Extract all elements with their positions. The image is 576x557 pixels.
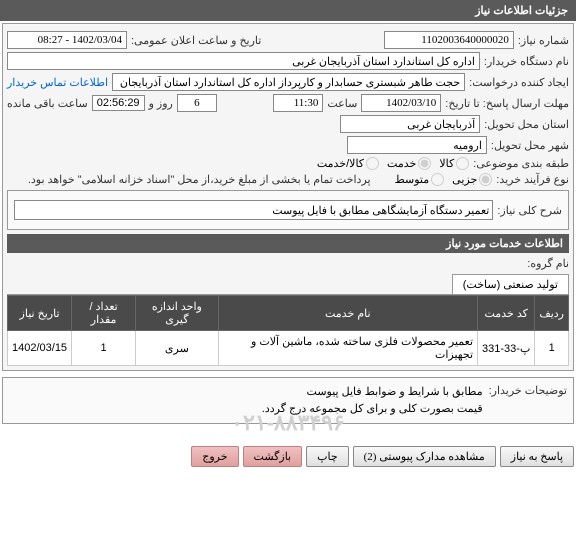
- deadline-hour-field: [273, 94, 323, 112]
- requester-label: ایجاد کننده درخواست:: [469, 76, 569, 89]
- col-name: نام خدمت: [218, 296, 477, 331]
- buyer-notes-box: توضیحات خریدار: مطابق با شرایط و ضوابط ف…: [2, 377, 574, 424]
- purchase-type-label: نوع فرآیند خرید:: [496, 173, 569, 186]
- need-desc-label: شرح کلی نیاز:: [497, 204, 562, 217]
- need-no-label: شماره نیاز:: [518, 34, 569, 47]
- remaining-label: ساعت باقی مانده: [7, 97, 88, 110]
- need-no-field: [384, 31, 514, 49]
- col-idx: ردیف: [535, 296, 569, 331]
- cell-qty: 1: [72, 331, 136, 366]
- countdown: 02:56:29: [92, 95, 145, 111]
- back-button[interactable]: بازگشت: [243, 446, 303, 467]
- deadline-date-field: [361, 94, 441, 112]
- contact-link[interactable]: اطلاعات تماس خریدار: [7, 76, 108, 89]
- buyer-org-field: [7, 52, 480, 70]
- purchase-type-group: جزیی متوسط: [395, 173, 493, 186]
- group-label: نام گروه:: [527, 257, 569, 270]
- province-label: استان محل تحویل:: [484, 118, 569, 131]
- province-field: [340, 115, 480, 133]
- need-desc-box: شرح کلی نیاز:: [7, 190, 569, 230]
- payment-note: پرداخت تمام یا بخشی از مبلغ خرید،از محل …: [28, 173, 371, 186]
- buyer-notes-text: مطابق با شرایط و ضوابط فایل پیوست قیمت ب…: [9, 384, 483, 417]
- tab-industrial[interactable]: تولید صنعتی (ساخت): [452, 274, 569, 294]
- buyer-notes-label: توضیحات خریدار:: [489, 384, 567, 397]
- requester-field: [112, 73, 465, 91]
- col-date: تاریخ نیاز: [8, 296, 72, 331]
- page-header: جزئیات اطلاعات نیاز: [0, 0, 576, 21]
- need-desc-field: [14, 200, 493, 220]
- days-field: [177, 94, 217, 112]
- subject-type-label: طبقه بندی موضوعی:: [473, 157, 569, 170]
- main-form-panel: شماره نیاز: تاریخ و ساعت اعلان عمومی: نا…: [2, 23, 574, 371]
- radio-goods[interactable]: کالا: [439, 157, 469, 170]
- cell-unit: سری: [136, 331, 218, 366]
- cell-name: تعمیر محصولات فلزی ساخته شده، ماشین آلات…: [218, 331, 477, 366]
- services-section-header: اطلاعات خدمات مورد نیاز: [7, 234, 569, 253]
- header-title: جزئیات اطلاعات نیاز: [475, 5, 568, 17]
- attachments-button[interactable]: مشاهده مدارک پیوستی (2): [353, 446, 496, 467]
- radio-service[interactable]: خدمت: [387, 157, 431, 170]
- buyer-org-label: نام دستگاه خریدار:: [484, 55, 569, 68]
- tab-row: تولید صنعتی (ساخت): [7, 274, 569, 295]
- exit-button[interactable]: خروج: [191, 446, 238, 467]
- cell-idx: 1: [535, 331, 569, 366]
- radio-both[interactable]: کالا/خدمت: [317, 157, 379, 170]
- cell-code: پ-33-331: [478, 331, 535, 366]
- table-row[interactable]: 1 پ-33-331 تعمیر محصولات فلزی ساخته شده،…: [8, 331, 569, 366]
- col-code: کد خدمت: [478, 296, 535, 331]
- cell-date: 1402/03/15: [8, 331, 72, 366]
- announce-field: [7, 31, 127, 49]
- respond-button[interactable]: پاسخ به نیاز: [500, 446, 574, 467]
- city-label: شهر محل تحویل:: [491, 139, 569, 152]
- subject-type-group: کالا خدمت کالا/خدمت: [317, 157, 469, 170]
- radio-medium[interactable]: متوسط: [395, 173, 445, 186]
- services-table: ردیف کد خدمت نام خدمت واحد اندازه گیری ت…: [7, 295, 569, 366]
- radio-small[interactable]: جزیی: [452, 173, 492, 186]
- print-button[interactable]: چاپ: [306, 446, 349, 467]
- announce-label: تاریخ و ساعت اعلان عمومی:: [131, 34, 261, 47]
- day-label: روز و: [149, 97, 173, 110]
- button-bar: پاسخ به نیاز مشاهده مدارک پیوستی (2) چاپ…: [0, 440, 576, 473]
- deadline-label: مهلت ارسال پاسخ: تا تاریخ:: [445, 97, 569, 110]
- col-qty: تعداد / مقدار: [72, 296, 136, 331]
- city-field: [347, 136, 487, 154]
- col-unit: واحد اندازه گیری: [136, 296, 218, 331]
- hour-label: ساعت: [327, 97, 357, 110]
